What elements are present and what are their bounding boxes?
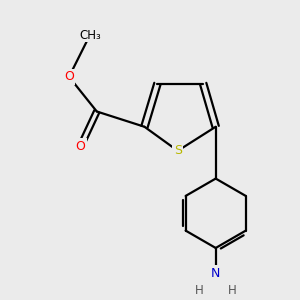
Text: O: O [64,70,74,83]
Text: O: O [76,140,85,153]
Text: CH₃: CH₃ [79,29,101,42]
Text: S: S [174,144,182,157]
Text: H: H [227,284,236,298]
Text: H: H [195,284,204,298]
Text: N: N [211,267,220,280]
